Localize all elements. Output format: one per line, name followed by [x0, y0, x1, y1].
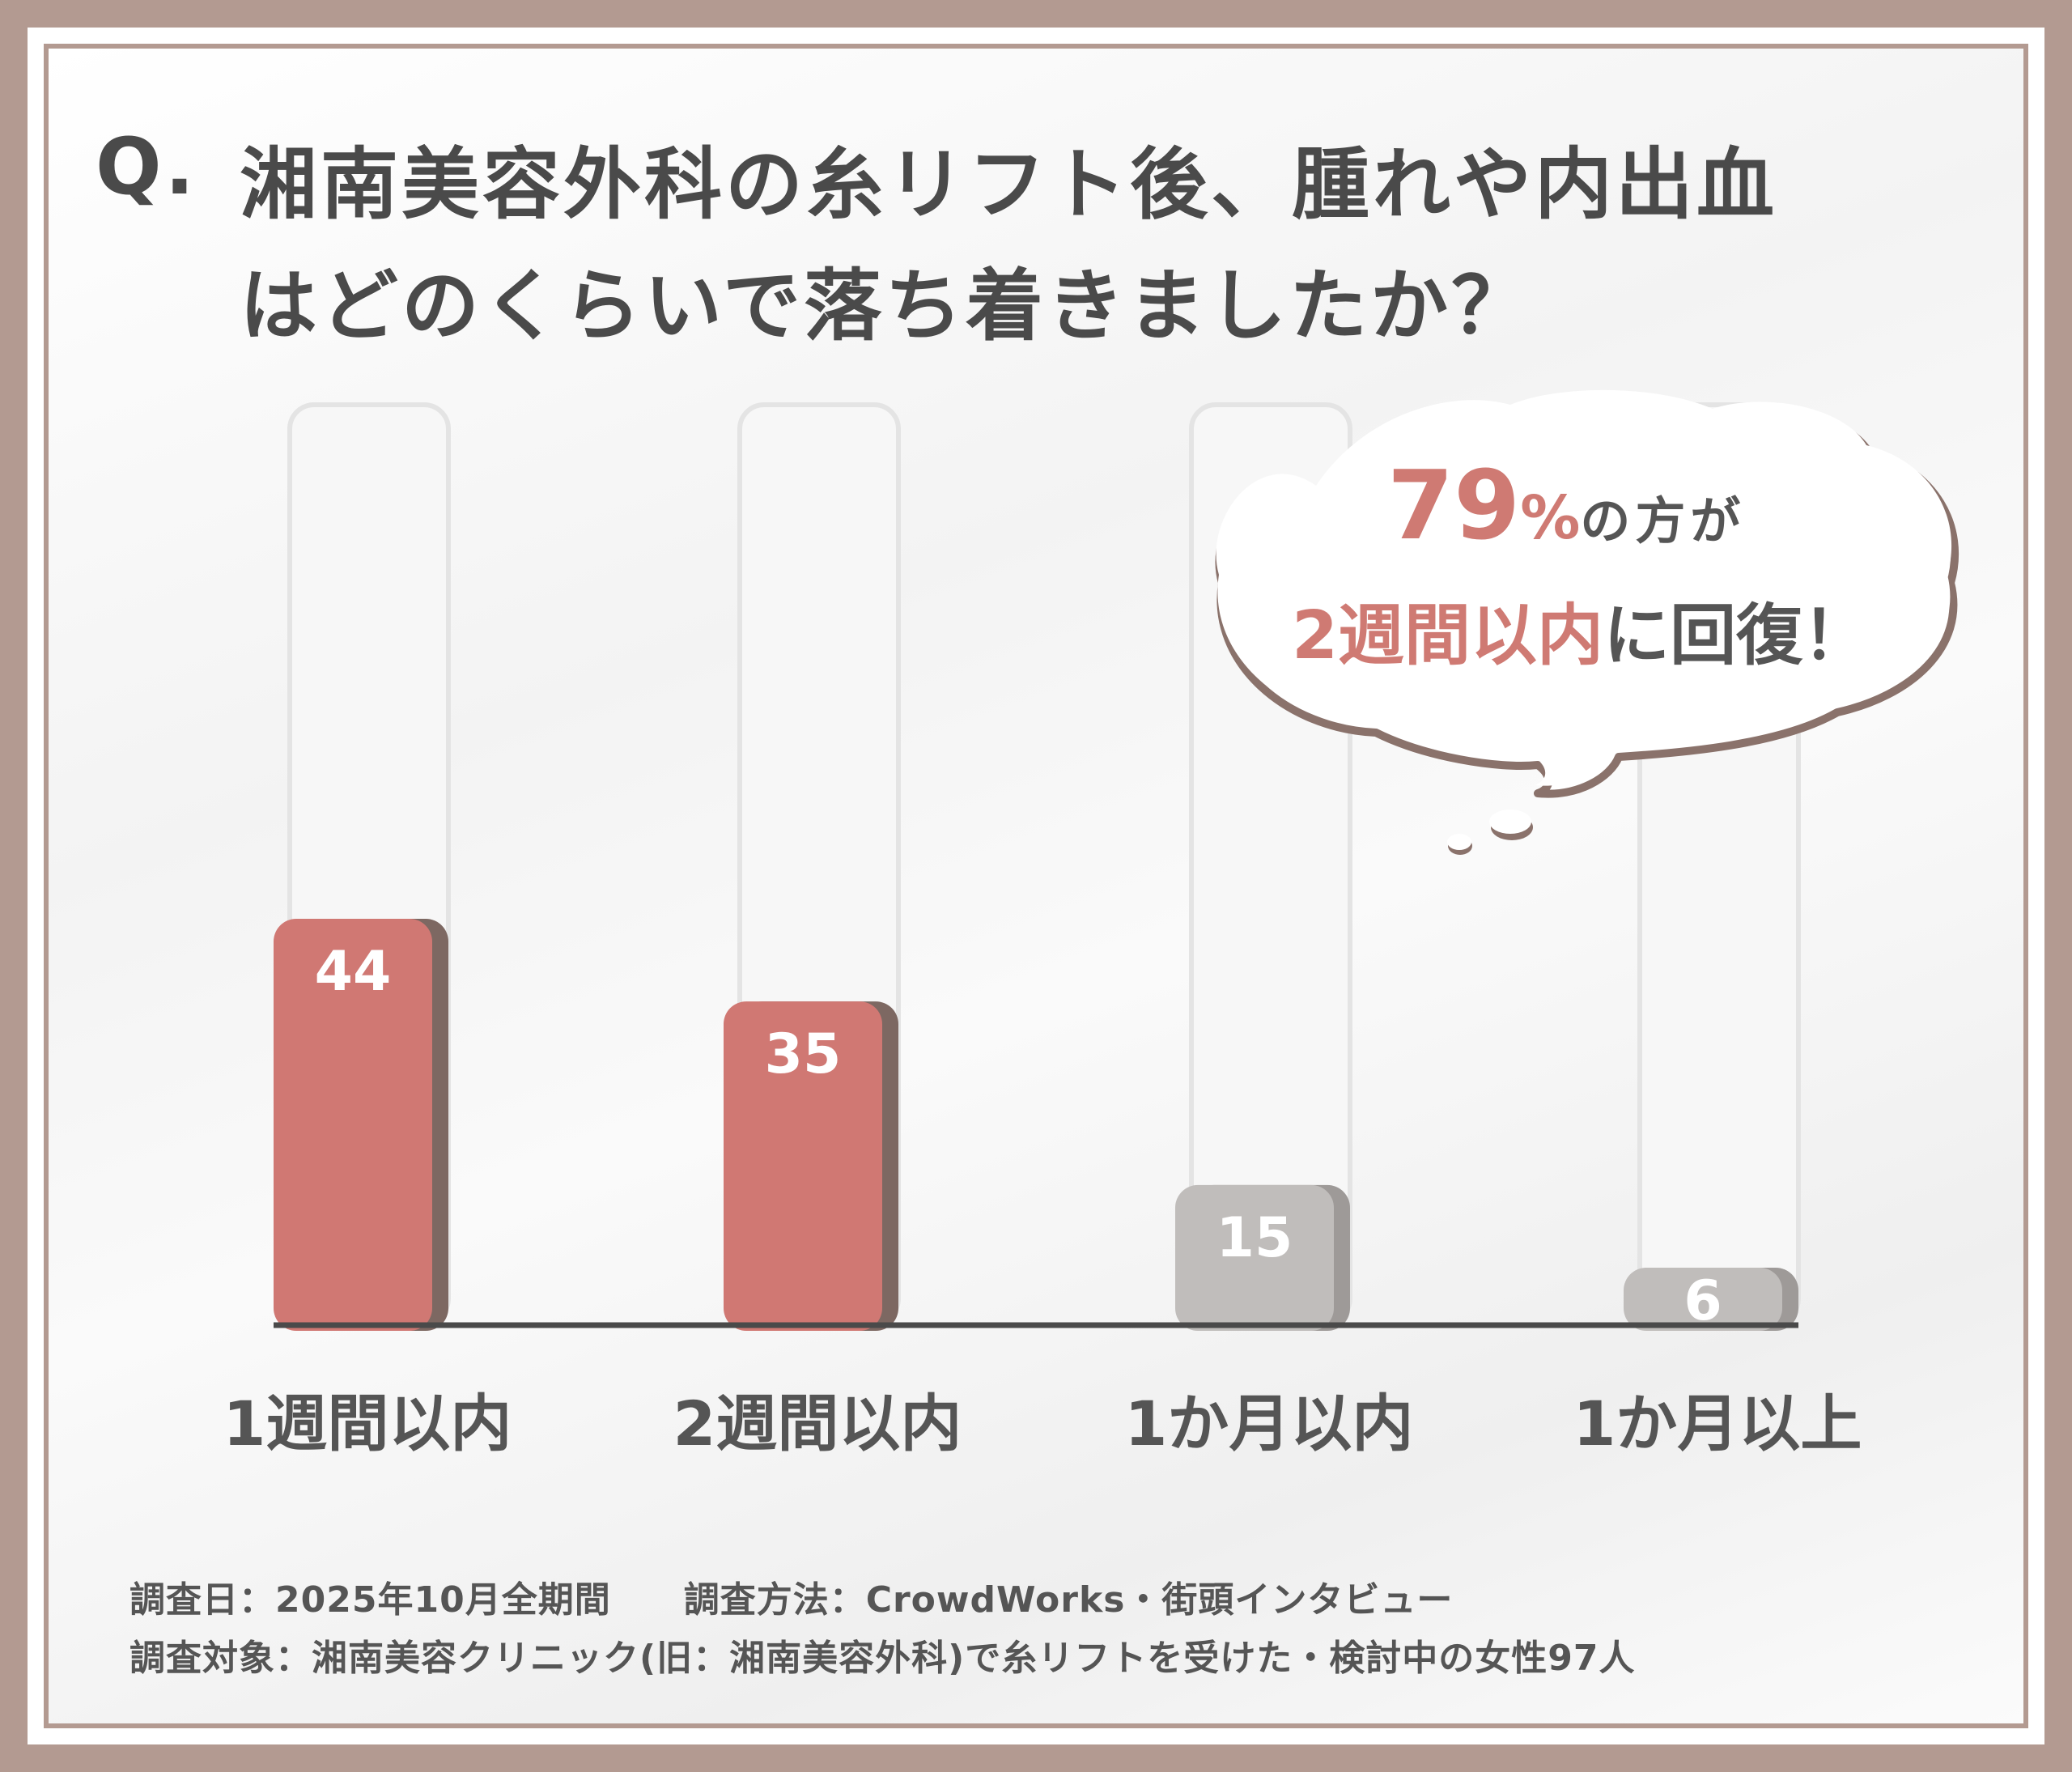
callout-line1-rest: の方が: [1580, 491, 1746, 550]
bar-value-label: 15: [1216, 1206, 1293, 1270]
callout-line2-rest: に回復！: [1603, 597, 1870, 674]
bar-value-label: 6: [1684, 1269, 1722, 1333]
bar-value-label: 35: [765, 1022, 842, 1086]
category-label: 2週間以内: [673, 1387, 962, 1460]
category-label: 1か月以内: [1125, 1387, 1414, 1460]
bar-value-label: 44: [315, 940, 392, 1004]
callout-line1: 79%の方が: [1387, 449, 1745, 561]
callout-line2: 2週間以内に回復！: [1292, 581, 1869, 678]
question-title-line1: 湘南美容外科の糸リフト後、腫れや内出血: [240, 139, 1777, 230]
bar-4: [1624, 1267, 1782, 1331]
callout-percent-sign: %: [1520, 483, 1581, 553]
category-label: 1か月以上: [1573, 1387, 1862, 1460]
callout-percent: 79: [1387, 449, 1521, 561]
category-label: 1週間以内: [223, 1387, 512, 1460]
survey-date-method: 調査日：2025年10月全期間 調査方法：CrowdWorks・街頭インタビュー: [130, 1579, 1454, 1621]
bar-2: [724, 1001, 882, 1331]
survey-target: 調査対象：湘南美容クリニック(旧：湘南美容外科)で糸リフトを受けた・検討中の女性…: [130, 1638, 1636, 1679]
bar-1: [274, 919, 432, 1331]
question-title-line2: はどのくらいで落ち着きましたか？: [240, 261, 1533, 351]
bar-3: [1175, 1184, 1334, 1331]
question-prefix: Q.: [96, 121, 198, 212]
callout-highlight: 2週間以内: [1292, 597, 1604, 674]
